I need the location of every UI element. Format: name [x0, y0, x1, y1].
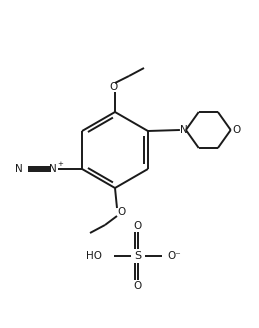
Text: O: O — [134, 281, 142, 291]
Text: N: N — [15, 164, 23, 174]
Text: N: N — [180, 125, 188, 135]
Text: O: O — [110, 82, 118, 92]
Text: +: + — [57, 161, 63, 167]
Text: N: N — [49, 164, 57, 174]
Text: HO: HO — [86, 251, 102, 261]
Text: O⁻: O⁻ — [167, 251, 181, 261]
Text: S: S — [134, 251, 142, 261]
Text: O: O — [134, 221, 142, 231]
Text: O: O — [233, 125, 241, 135]
Text: O: O — [117, 207, 125, 217]
